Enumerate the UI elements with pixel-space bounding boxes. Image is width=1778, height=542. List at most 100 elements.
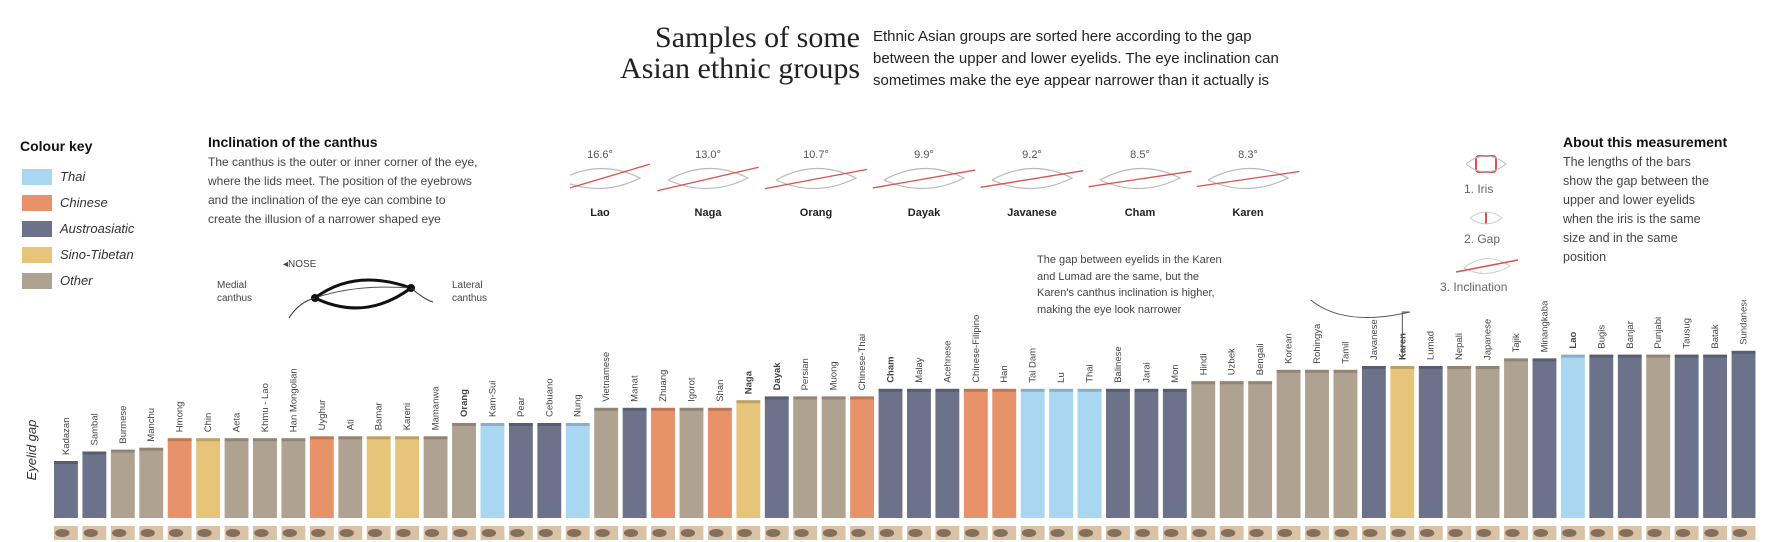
eye-thumbnail-pupil <box>1448 529 1463 537</box>
eye-thumbnail-pupil <box>1078 529 1094 537</box>
bar <box>537 423 562 518</box>
key-label: Other <box>60 273 93 289</box>
eye-thumbnail-pupil <box>1220 529 1236 537</box>
bar <box>1248 381 1273 518</box>
key-label: Sino-Tibetan <box>60 247 134 263</box>
bar-cap <box>423 436 448 440</box>
bar <box>992 388 1017 518</box>
bar-cap <box>1731 350 1756 354</box>
bar-label: Punjabi <box>1653 317 1664 349</box>
bar-label: Zhuang <box>658 370 669 402</box>
eye-thumbnail-pupil <box>1192 529 1207 537</box>
eye-thumbnail-pupil <box>566 529 582 537</box>
bar-cap <box>1333 369 1358 373</box>
gap-eye-icon <box>1469 211 1503 225</box>
bar-cap <box>1191 381 1216 385</box>
bar-cap <box>110 449 135 453</box>
bar-cap <box>935 388 960 392</box>
eye-thumbnail-pupil <box>737 529 752 537</box>
bar <box>565 423 590 518</box>
bar <box>338 436 363 518</box>
key-item-austroasiatic: Austroasiatic <box>22 220 134 238</box>
bar-label: Cham <box>886 356 897 382</box>
eye-thumbnail-pupil <box>140 529 155 537</box>
bar-label: Hmong <box>175 402 186 433</box>
medial-line: canthus <box>217 293 253 304</box>
key-swatch <box>22 220 52 237</box>
intro-line-3: sometimes make the eye appear narrower t… <box>873 72 1270 89</box>
bar-cap <box>1532 358 1557 362</box>
inclination-group: Naga <box>695 207 723 219</box>
bar-label: Jarai <box>1141 362 1152 383</box>
bar-cap <box>508 423 533 426</box>
bar <box>1049 388 1074 518</box>
bar-label: Ati <box>345 419 356 430</box>
bar <box>1219 381 1244 518</box>
bar-label: Bengali <box>1255 343 1266 375</box>
bar-cap <box>281 438 306 442</box>
eye-thumbnail-pupil <box>1732 529 1748 537</box>
y-axis-label: Eyelid gap <box>24 420 39 481</box>
bar-label: Chinese-Filipino <box>971 315 982 383</box>
bar <box>1589 354 1614 518</box>
bar <box>281 438 306 518</box>
bar <box>679 407 704 518</box>
eye-outline-icon <box>1465 155 1507 173</box>
inclination-angle: 8.3° <box>1238 149 1258 161</box>
bar <box>139 447 164 518</box>
bar-cap <box>679 407 704 411</box>
bar <box>167 438 192 518</box>
inclination-angle: 16.6° <box>587 149 613 161</box>
eye-thumbnail-pupil <box>1590 529 1605 537</box>
eye-thumbnail-pupil <box>1021 529 1037 537</box>
bar-label: Mamanwa <box>431 386 442 431</box>
eye-thumbnail-pupil <box>396 529 411 537</box>
bar <box>1560 354 1585 518</box>
medial-pointer <box>288 297 316 319</box>
bar-cap <box>338 436 363 440</box>
bar <box>1447 366 1472 518</box>
inclination-item: 9.2° Javanese <box>980 149 1084 219</box>
canthus-diagram <box>288 278 434 319</box>
bar <box>1077 388 1102 518</box>
annotation-line: making the eye look narrower <box>1037 303 1182 316</box>
bar <box>1731 350 1756 518</box>
key-swatch <box>22 246 52 263</box>
inclination-comparison: 16.6° Lao 13.0° Naga 10.7° Orang 9.9° Dayak 9.2°… <box>570 149 1300 219</box>
bar-cap <box>224 438 249 442</box>
karen-connector <box>1310 300 1411 358</box>
about-line: The lengths of the bars <box>1563 155 1691 169</box>
bar-label: Burmese <box>118 406 129 444</box>
eye-thumbnail-pupil <box>1107 529 1122 537</box>
key-label: Thai <box>60 169 86 185</box>
bar-cap <box>167 438 192 442</box>
eye-thumbnail-pupil <box>709 529 724 537</box>
canthus-text-line: The canthus is the outer or inner corner… <box>208 155 478 169</box>
bar-label: Rohingya <box>1312 323 1323 364</box>
key-item-sino-tibetan: Sino-Tibetan <box>22 246 134 264</box>
bar <box>1418 366 1443 518</box>
key-label: Austroasiatic <box>60 221 135 237</box>
title-line-2: Asian ethnic groups <box>620 52 860 85</box>
bar <box>366 436 391 518</box>
about-line: upper and lower eyelids <box>1563 193 1696 207</box>
bar-cap <box>707 407 732 411</box>
bar-label: Naga <box>743 370 754 394</box>
eye-outline <box>570 167 642 190</box>
eye-thumbnail-pupil <box>538 529 553 537</box>
eye-thumbnail-pupil <box>851 529 866 537</box>
about-text: The lengths of the bars show the gap bet… <box>1563 153 1763 267</box>
bar-label: Uzbek <box>1227 348 1238 375</box>
page-title: Samples of some Asian ethnic groups <box>560 22 860 84</box>
eye-outline <box>1099 167 1182 190</box>
bar-label: Banjar <box>1625 321 1636 348</box>
canthus-text: The canthus is the outer or inner corner… <box>208 153 538 229</box>
inclination-label: 3. Inclination <box>1440 280 1508 294</box>
bar <box>651 407 675 518</box>
eye-thumbnail-pupil <box>680 529 696 537</box>
annotation-line: and Lumad are the same, but the <box>1037 270 1200 283</box>
about-line: when the iris is the same <box>1563 212 1701 226</box>
bar-label: Bamar <box>374 402 385 430</box>
inclination-line <box>764 168 868 190</box>
bar-label: Malay <box>914 357 925 383</box>
